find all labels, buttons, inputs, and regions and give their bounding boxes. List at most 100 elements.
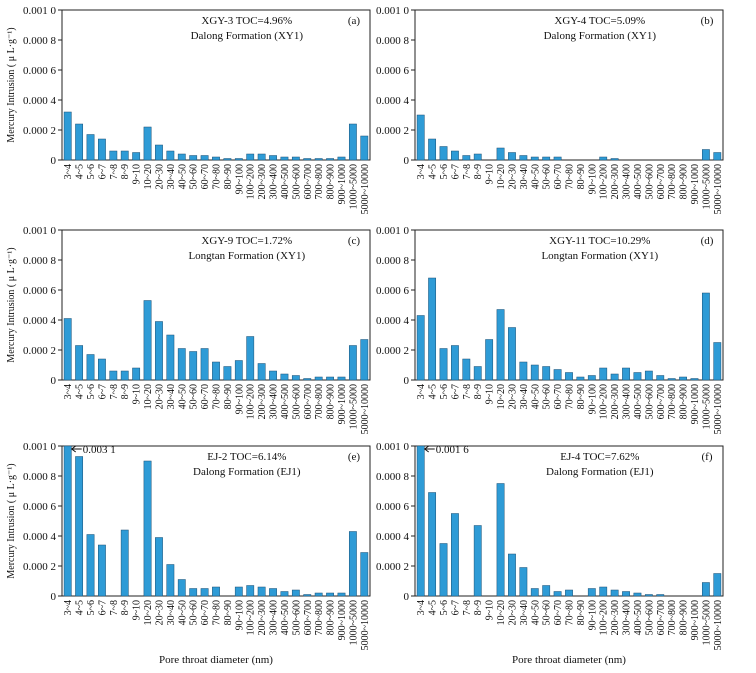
x-tick-label: 30~40 [519,384,530,409]
x-tick-label: 3~4 [416,384,427,399]
x-tick-label: 4~5 [428,164,439,179]
panel-label: (e) [348,451,361,463]
bar [212,156,220,161]
bar [462,358,471,381]
x-tick-label: 70~80 [212,164,223,189]
x-tick-label: 30~40 [166,600,177,625]
bar [177,348,186,381]
panel-subtitle: Dalong Formation (EJ1) [193,466,301,478]
y-tick-label: 0.000 4 [23,531,57,543]
panel-title: XGY-3 TOC=4.96% [201,15,292,27]
x-axis-label: Pore throat diameter (nm) [512,654,626,666]
bar [337,156,346,161]
x-tick-label: 5000~10000 [713,384,724,434]
x-tick-label: 8~9 [473,384,484,399]
x-tick-label: 50~60 [542,384,553,409]
bar [280,156,289,161]
y-tick-label: 0.000 8 [376,255,410,267]
bar [542,585,551,597]
bar [269,588,277,597]
x-tick-label: 80~90 [576,600,587,625]
y-axis-label: Mercury Intrusion ( μ L·g⁻¹) [6,463,17,578]
bar [212,586,220,597]
bar [496,483,505,597]
bar [75,456,84,597]
x-tick-label: 8~9 [120,164,131,179]
x-tick-label: 200~300 [610,384,621,419]
bar [530,364,539,381]
bar [246,585,255,597]
panel-label: (a) [348,15,361,27]
bar [360,552,369,597]
bar [257,153,266,161]
y-tick-label: 0.000 4 [23,95,57,107]
bar [553,369,562,381]
y-tick-label: 0.000 8 [23,255,57,267]
bar [132,152,141,161]
x-tick-label: 60~70 [553,600,564,625]
bar [416,114,425,161]
y-tick-label: 0.001 0 [23,5,57,17]
y-tick-label: 0.000 6 [376,285,410,297]
x-tick-label: 20~30 [507,384,518,409]
y-tick-label: 0.000 4 [23,315,57,327]
bar [508,152,516,161]
bar [439,543,448,597]
x-tick-label: 700~800 [667,600,678,635]
x-tick-label: 500~600 [644,164,655,199]
x-tick-label: 90~100 [587,164,598,194]
x-tick-label: 100~200 [599,164,610,199]
panel-subtitle: Longtan Formation (XY1) [188,250,305,262]
y-tick-label: 0.000 8 [376,471,410,483]
x-tick-label: 5~6 [86,600,97,615]
x-tick-label: 7~8 [462,384,473,399]
x-tick-label: 40~50 [530,600,541,625]
y-tick-label: 0.000 2 [23,561,56,573]
y-tick-label: 0.000 2 [23,345,56,357]
y-tick-label: 0.001 0 [23,441,57,453]
bar [690,378,699,381]
panel-subtitle: Dalong Formation (XY1) [544,30,657,42]
x-axis-label: Pore throat diameter (nm) [159,654,273,666]
x-tick-label: 4~5 [75,164,86,179]
x-tick-label: 20~30 [154,600,165,625]
bar [451,150,459,161]
value-label: 0.003 1 [83,444,116,456]
x-tick-label: 30~40 [519,164,530,189]
x-tick-label: 8~9 [473,164,484,179]
bar [314,376,323,381]
x-tick-label: 100~200 [246,164,257,199]
bar [200,588,209,597]
bar [257,363,266,381]
x-tick-label: 10~20 [496,164,507,189]
x-tick-label: 80~90 [223,600,234,625]
panel-title: XGY-4 TOC=5.09% [554,15,645,27]
x-tick-label: 6~7 [97,384,108,399]
panel-subtitle: Dalong Formation (XY1) [191,30,304,42]
x-tick-label: 60~70 [200,164,211,189]
x-tick-label: 40~50 [177,164,188,189]
bar [542,366,551,381]
x-tick-label: 900~1000 [690,164,701,204]
overflow-arrow [70,445,82,453]
bar [530,156,539,161]
x-tick-label: 7~8 [462,600,473,615]
bar [75,345,84,381]
y-tick-label: 0 [404,155,410,167]
x-tick-label: 90~100 [234,600,245,630]
x-tick-label: 80~90 [576,164,587,189]
y-tick-label: 0.001 0 [376,5,410,17]
bar [610,373,619,381]
x-tick-label: 40~50 [177,384,188,409]
x-tick-label: 6~7 [450,384,461,399]
bar [303,594,312,597]
x-tick-label: 300~400 [622,384,633,419]
bar [189,588,198,597]
bar [143,300,152,381]
bar [473,153,482,161]
x-tick-label: 60~70 [553,164,564,189]
bar [143,460,152,597]
y-tick-label: 0.000 2 [376,125,409,137]
x-tick-label: 300~400 [269,600,280,635]
bar [257,586,266,597]
